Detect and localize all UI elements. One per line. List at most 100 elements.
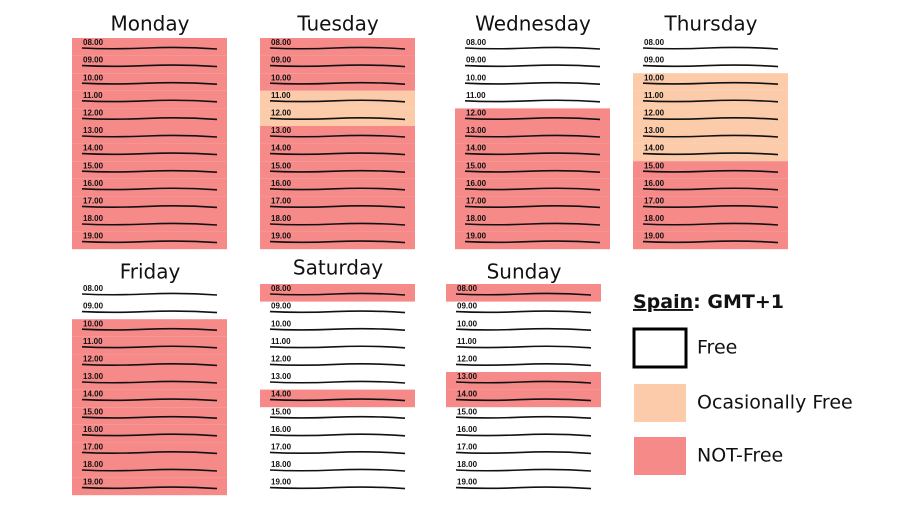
- hour-label: 12.00: [644, 109, 665, 118]
- hour-line: [642, 99, 779, 103]
- slot-not-free: [455, 143, 610, 162]
- day-name: Saturday: [293, 256, 383, 280]
- slot-occasional: [633, 143, 788, 162]
- slot-not-free: [72, 354, 227, 372]
- legend-label: Free: [697, 337, 737, 359]
- slot-not-free: [72, 143, 227, 162]
- hour-label: 16.00: [466, 179, 487, 188]
- hour-label: 12.00: [271, 355, 292, 364]
- hour-line: [455, 380, 592, 384]
- hour-line: [269, 380, 406, 384]
- hour-line: [455, 451, 592, 455]
- hour-line: [81, 310, 218, 314]
- hour-line: [642, 187, 779, 191]
- hour-label: 13.00: [644, 126, 665, 135]
- hour-label: 19.00: [457, 478, 478, 487]
- hour-label: 17.00: [457, 443, 478, 452]
- slot-not-free: [72, 336, 227, 355]
- hour-label: 10.00: [466, 73, 487, 82]
- slot-not-free: [633, 196, 788, 214]
- day-name: Sunday: [487, 260, 562, 284]
- hour-line: [455, 398, 592, 402]
- hour-label: 13.00: [271, 372, 292, 381]
- hour-line: [642, 240, 779, 244]
- slot-not-free: [72, 73, 227, 91]
- legend-country: Spain: [633, 291, 693, 313]
- hour-line: [455, 486, 592, 490]
- legend-timezone: : GMT+1: [693, 291, 784, 313]
- hour-label: 19.00: [271, 478, 292, 487]
- hour-line: [455, 468, 592, 472]
- hour-label: 14.00: [83, 390, 104, 399]
- hour-line: [269, 205, 406, 209]
- slot-not-free: [72, 90, 227, 109]
- hour-label: 19.00: [83, 478, 104, 487]
- hour-line: [455, 310, 592, 314]
- hour-label: 08.00: [271, 284, 292, 293]
- hour-line: [269, 433, 406, 437]
- hour-label: 08.00: [466, 38, 487, 47]
- hour-line: [269, 81, 406, 85]
- hour-label: 09.00: [83, 302, 104, 311]
- hour-label: 08.00: [644, 38, 665, 47]
- hour-label: 17.00: [83, 197, 104, 206]
- hour-line: [455, 363, 592, 367]
- slot-not-free: [260, 126, 415, 144]
- slot-not-free: [72, 126, 227, 144]
- legend-label: NOT-Free: [697, 445, 783, 467]
- hour-label: 16.00: [83, 179, 104, 188]
- slot-not-free: [260, 161, 415, 179]
- slot-occasional: [633, 73, 788, 91]
- hour-line: [269, 292, 406, 296]
- hour-label: 09.00: [271, 56, 292, 65]
- hour-label: 19.00: [644, 232, 665, 241]
- slot-not-free: [446, 389, 601, 408]
- hour-label: 14.00: [466, 144, 487, 153]
- hour-line: [81, 415, 218, 419]
- hour-line: [81, 152, 218, 156]
- day-name: Friday: [120, 260, 181, 284]
- hour-line: [269, 486, 406, 490]
- hour-label: 17.00: [271, 443, 292, 452]
- hour-line: [269, 398, 406, 402]
- slot-not-free: [72, 389, 227, 408]
- hour-label: 18.00: [83, 460, 104, 469]
- hour-line: [464, 205, 601, 209]
- hour-line: [642, 152, 779, 156]
- slot-not-free: [260, 55, 415, 74]
- slot-not-free: [260, 231, 415, 250]
- hour-line: [81, 451, 218, 455]
- hour-label: 18.00: [271, 460, 292, 469]
- hour-label: 11.00: [271, 91, 291, 100]
- hour-line: [269, 363, 406, 367]
- hour-line: [81, 327, 218, 331]
- slot-not-free: [633, 161, 788, 179]
- slot-not-free: [72, 38, 227, 56]
- slot-occasional: [633, 90, 788, 109]
- hour-line: [81, 169, 218, 173]
- hour-label: 11.00: [83, 337, 103, 346]
- hour-label: 11.00: [466, 91, 486, 100]
- hour-label: 18.00: [466, 214, 487, 223]
- hour-line: [455, 292, 592, 296]
- hour-line: [642, 64, 779, 68]
- hour-label: 08.00: [271, 38, 292, 47]
- slot-not-free: [633, 231, 788, 250]
- hour-line: [269, 169, 406, 173]
- hour-label: 08.00: [457, 284, 478, 293]
- hour-line: [81, 486, 218, 490]
- hour-label: 10.00: [457, 319, 478, 328]
- legend-title: Spain: GMT+1: [633, 291, 784, 313]
- hour-label: 11.00: [83, 91, 103, 100]
- hour-label: 15.00: [466, 161, 487, 170]
- slot-not-free: [72, 161, 227, 179]
- hour-label: 10.00: [83, 319, 104, 328]
- legend-swatch: [634, 384, 686, 422]
- hour-label: 12.00: [83, 355, 104, 364]
- slot-not-free: [72, 55, 227, 74]
- hour-label: 11.00: [271, 337, 291, 346]
- hour-label: 08.00: [83, 38, 104, 47]
- hour-line: [81, 46, 218, 50]
- slot-not-free: [260, 284, 415, 302]
- hour-label: 12.00: [466, 109, 487, 118]
